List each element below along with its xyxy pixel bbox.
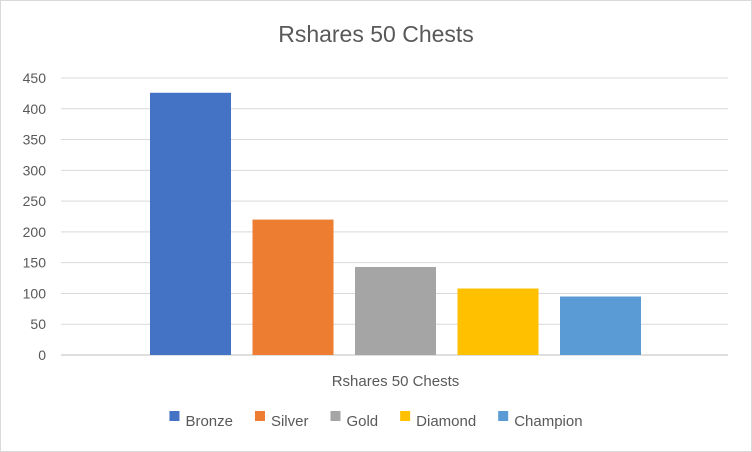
bar-silver xyxy=(252,219,334,355)
y-tick-label: 350 xyxy=(23,132,47,148)
y-tick-label: 50 xyxy=(30,316,46,332)
bar-bronze xyxy=(150,92,231,356)
bar-gold xyxy=(355,266,436,355)
legend-label-diamond: Diamond xyxy=(416,413,476,430)
y-tick-label: 200 xyxy=(23,224,47,240)
legend-label-champion: Champion xyxy=(514,413,582,430)
y-tick-label: 0 xyxy=(38,347,46,363)
legend-swatch-gold xyxy=(330,411,341,421)
y-tick-label: 100 xyxy=(23,285,47,301)
y-tick-label: 300 xyxy=(23,162,47,178)
legend-swatch-bronze xyxy=(169,411,180,421)
legend-label-gold: Gold xyxy=(346,413,378,430)
legend-swatch-silver xyxy=(254,411,265,421)
x-category-label: Rshares 50 Chests xyxy=(332,373,460,390)
y-tick-label: 150 xyxy=(23,255,47,271)
legend-label-silver: Silver xyxy=(271,413,309,430)
y-tick-label: 450 xyxy=(23,70,47,86)
legend-swatch-champion xyxy=(498,411,509,421)
chart-title: Rshares 50 Chests xyxy=(278,21,474,47)
legend-swatch-diamond xyxy=(400,411,411,421)
bar-diamond xyxy=(457,288,539,355)
bar-champion xyxy=(560,296,641,355)
y-tick-label: 250 xyxy=(23,193,47,209)
y-tick-label: 400 xyxy=(23,101,47,117)
legend-label-bronze: Bronze xyxy=(185,413,233,430)
